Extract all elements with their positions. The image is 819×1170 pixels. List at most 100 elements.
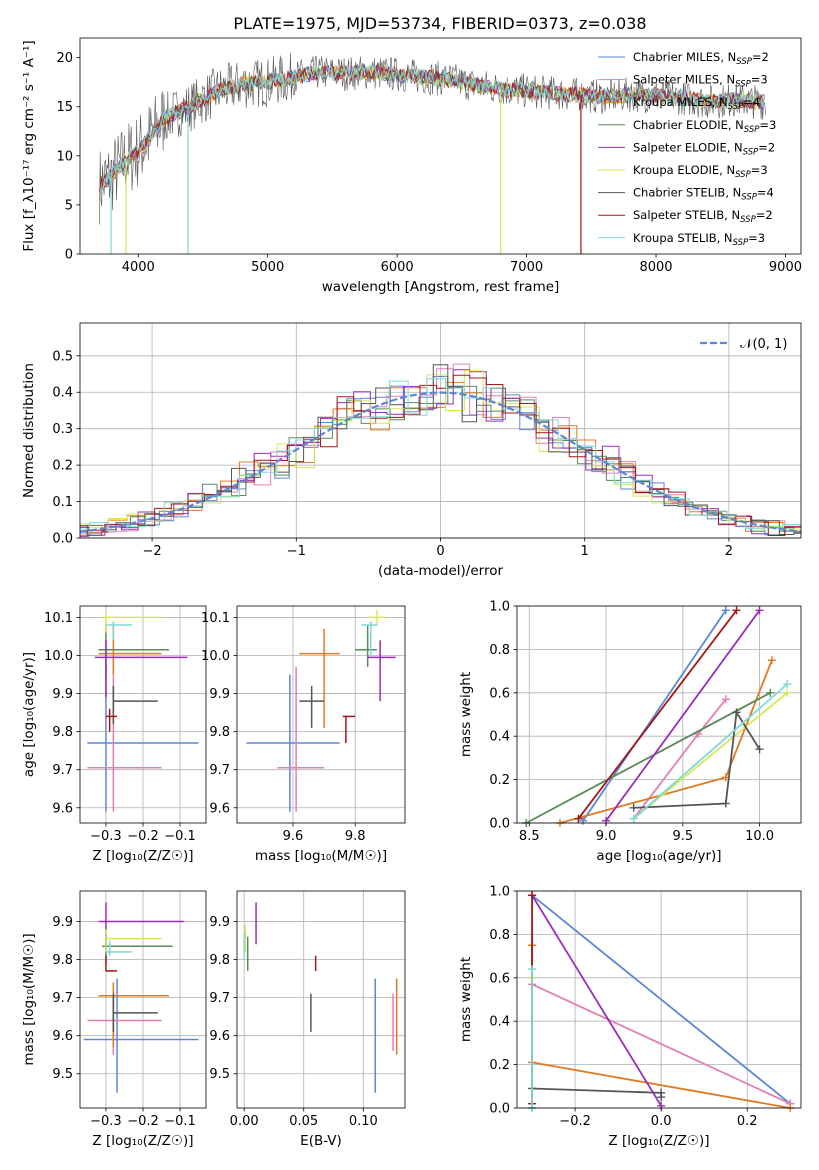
y-axis-label: mass weight	[458, 957, 474, 1042]
y-tick-label: 0.8	[489, 643, 510, 658]
chart-spectrum: 4000 5000 6000 7000 8000 9000 0 5 10 15 20 waveleng…	[21, 37, 802, 295]
legend-label-suffix: =3	[759, 118, 776, 132]
data-point	[755, 745, 764, 754]
plot-frame	[79, 605, 207, 824]
y-tick-label: 9.7	[52, 991, 73, 1006]
x-tick-label: 7000	[510, 260, 543, 275]
residual-histogram-kroupa-stelib	[80, 378, 801, 532]
grid-mass_vs_ebv	[237, 891, 405, 1108]
data-point	[629, 814, 638, 823]
y-axis-label: age [log₁₀(age/yr)]	[21, 652, 37, 777]
series-line-kroupa-stelib	[633, 683, 788, 820]
legend-label: Kroupa STELIB, NSSP=3	[633, 231, 765, 248]
x-tick-label: 6000	[381, 260, 414, 275]
chart-weight_vs_Z: −0.2 0.0 0.2 0.0 0.2 0.4 0.6 0.8 1.0 Z [log₁₀(Z/Z…	[458, 885, 802, 1149]
x-tick-label: 5000	[251, 260, 284, 275]
x-axis-label: mass [log₁₀(M/M☉)]	[255, 848, 387, 864]
x-tick-label: −0.2	[127, 829, 159, 844]
axes-age_vs_Z: −0.3 −0.2 −0.1 9.6 9.7 9.8 9.9 10.0 10.1 Z [log₁₀…	[21, 605, 207, 864]
legend-label-text: Salpeter ELODIE, N	[633, 140, 743, 154]
data-point	[732, 606, 741, 615]
marks-weight_vs_age	[522, 606, 792, 827]
series-line-kroupa-elodie	[633, 692, 788, 820]
data-point	[755, 606, 764, 615]
chart-weight_vs_age: 8.5 9.0 9.5 10.0 0.0 0.2 0.4 0.6 0.8 1.0 age [log₁…	[458, 600, 802, 864]
series-line-chabrier-stelib	[532, 1087, 663, 1098]
x-tick-label: 0.10	[349, 1114, 378, 1129]
y-tick-label: 10.0	[201, 649, 230, 664]
x-tick-label: 8.5	[519, 829, 540, 844]
legend-label-suffix: =2	[756, 208, 773, 222]
marks-mass_vs_ebv	[243, 902, 398, 1093]
legend-label: Chabrier STELIB, NSSP=4	[633, 186, 774, 203]
x-tick-label: −0.2	[127, 1114, 159, 1129]
y-tick-label: 1.0	[489, 600, 510, 615]
grid-mass_vs_Z	[80, 891, 206, 1108]
legend-label-sub: SSP	[740, 215, 756, 225]
x-axis-label: Z [log₁₀(Z/Z☉)]	[92, 848, 193, 864]
x-axis-label: Z [log₁₀(Z/Z☉)]	[92, 1133, 193, 1149]
legend-label-text: Kroupa STELIB, N	[633, 231, 733, 245]
chart-age_vs_Z: −0.3 −0.2 −0.1 9.6 9.7 9.8 9.9 10.0 10.1 Z [log₁₀…	[21, 605, 207, 864]
series-line-salpeter-elodie	[531, 894, 662, 1107]
legend-label-text: Chabrier MILES, N	[633, 50, 736, 64]
legend-label: Kroupa MILES, NSSP=4	[633, 95, 760, 112]
x-axis-label: (data-model)/error	[378, 563, 504, 579]
residual-histogram-salpeter-stelib	[80, 374, 801, 536]
plot-frame	[516, 890, 802, 1109]
y-tick-label: 9.6	[209, 801, 230, 816]
axes-residuals: −2 −1 0 1 2 0.0 0.1 0.2 0.3 0.4 0.5 (data-model)/er…	[21, 322, 802, 579]
normal-curve-legend-label: 𝒩(0, 1)	[740, 337, 787, 352]
grid-weight_vs_Z	[517, 890, 801, 1109]
legend-label-suffix: =3	[751, 163, 768, 177]
x-tick-label: −0.1	[164, 829, 196, 844]
model-spectrum-salpeter-elodie	[98, 63, 765, 194]
observed-spectrum	[99, 52, 767, 225]
y-tick-label: 0.2	[52, 459, 73, 474]
x-tick-label: 1	[581, 544, 589, 559]
data-point	[783, 680, 792, 689]
x-tick-label: −1	[287, 544, 306, 559]
y-tick-label: 0.6	[489, 686, 510, 701]
y-tick-label: 9.7	[52, 763, 73, 778]
y-tick-label: 0.2	[489, 773, 510, 788]
y-tick-label: 9.9	[209, 687, 230, 702]
legend-label-suffix: =3	[748, 231, 765, 245]
y-axis-label: mass [log₁₀(M/M☉)]	[21, 933, 37, 1065]
plot-frame	[516, 605, 802, 824]
marks-age_vs_Z	[87, 613, 199, 812]
grid-age_vs_Z	[80, 606, 206, 823]
y-axis-label: mass weight	[458, 672, 474, 757]
legend-label-text: Chabrier STELIB, N	[633, 186, 741, 200]
legend-label-suffix: =3	[751, 73, 768, 87]
chart-mass_vs_Z: −0.3 −0.2 −0.1 9.5 9.6 9.7 9.8 9.9 Z [log₁₀(Z/Z☉…	[21, 890, 207, 1149]
series-line-chabrier-miles	[582, 609, 727, 822]
legend-label-text: Kroupa ELODIE, N	[633, 163, 735, 177]
legend-label-suffix: =2	[752, 50, 769, 64]
axes-spectrum: 4000 5000 6000 7000 8000 9000 0 5 10 15 20 waveleng…	[21, 37, 802, 295]
y-tick-label: 9.9	[52, 687, 73, 702]
y-axis-label: Normed distribution	[21, 363, 37, 498]
series-line-salpeter-stelib	[577, 609, 738, 820]
legend-label: Chabrier ELODIE, NSSP=3	[633, 118, 776, 135]
series-line-salpeter-elodie	[605, 609, 761, 822]
y-axis-label: Flux [f_λ10⁻¹⁷ erg cm⁻² s⁻¹ A⁻¹]	[21, 40, 37, 251]
y-tick-label: 9.9	[52, 915, 73, 930]
legend-label-suffix: =4	[757, 186, 774, 200]
residual-histogram-salpeter-miles	[80, 363, 801, 535]
legend-label-sub: SSP	[736, 57, 752, 67]
plot-frame	[236, 605, 406, 824]
y-tick-label: 0.1	[52, 495, 73, 510]
x-tick-label: 9.8	[345, 829, 366, 844]
legend-label-sub: SSP	[728, 102, 744, 112]
y-tick-label: 9.5	[52, 1067, 73, 1082]
x-axis-label: Z [log₁₀(Z/Z☉)]	[608, 1133, 709, 1149]
data-point	[574, 814, 583, 823]
grid-weight_vs_age	[517, 605, 801, 824]
legend-label-suffix: =2	[758, 140, 775, 154]
legend-label-text: Kroupa MILES, N	[633, 95, 728, 109]
chart-residuals: −2 −1 0 1 2 0.0 0.1 0.2 0.3 0.4 0.5 (data-model)/er…	[21, 322, 802, 579]
y-tick-label: 9.7	[209, 991, 230, 1006]
y-tick-label: 20	[56, 51, 73, 66]
